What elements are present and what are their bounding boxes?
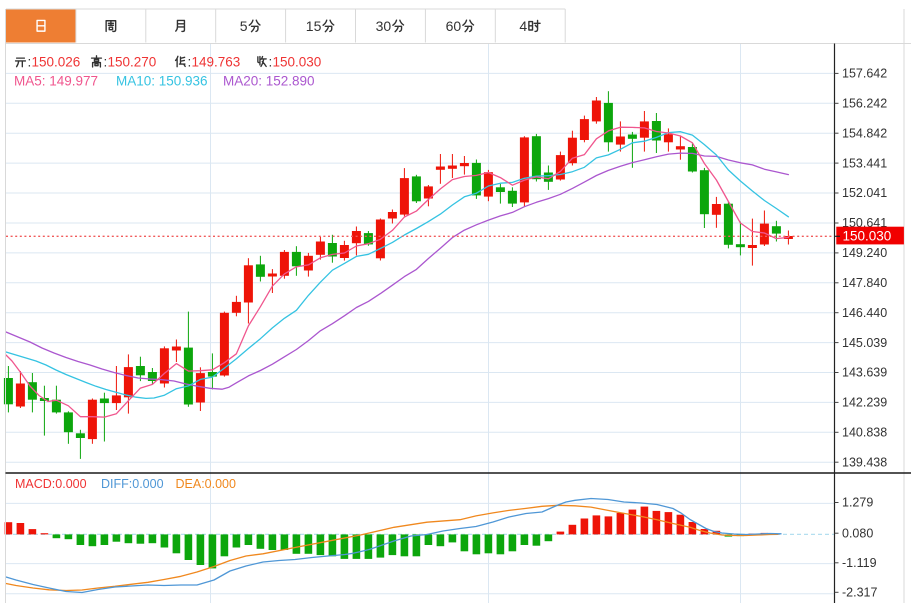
svg-text:150.270: 150.270 xyxy=(108,54,157,69)
svg-text::: : xyxy=(269,54,273,69)
svg-text:DIFF:0.000: DIFF:0.000 xyxy=(101,477,164,491)
svg-text:142.239: 142.239 xyxy=(842,396,887,410)
svg-text:147.840: 147.840 xyxy=(842,276,887,290)
svg-text:157.642: 157.642 xyxy=(842,67,887,81)
svg-text:156.242: 156.242 xyxy=(842,97,887,111)
svg-text:150.030: 150.030 xyxy=(273,54,322,69)
svg-text:139.438: 139.438 xyxy=(842,455,887,469)
svg-text:146.440: 146.440 xyxy=(842,306,887,320)
svg-text:143.639: 143.639 xyxy=(842,366,887,380)
svg-text:150.030: 150.030 xyxy=(843,229,892,244)
svg-text::: : xyxy=(188,54,192,69)
svg-text:MA20: 152.890: MA20: 152.890 xyxy=(223,73,315,88)
svg-text::: : xyxy=(104,54,108,69)
svg-text::: : xyxy=(28,54,32,69)
svg-text:1.279: 1.279 xyxy=(842,496,873,510)
svg-text:153.441: 153.441 xyxy=(842,156,887,170)
svg-text:154.842: 154.842 xyxy=(842,126,887,140)
svg-text:MACD:0.000: MACD:0.000 xyxy=(15,477,87,491)
svg-text:4: 4 xyxy=(519,18,527,34)
svg-text:MA5: 149.977: MA5: 149.977 xyxy=(14,73,98,88)
svg-text:-2.317: -2.317 xyxy=(842,586,877,600)
svg-text:5: 5 xyxy=(240,18,248,34)
svg-text:60: 60 xyxy=(446,18,462,34)
svg-text:MA10: 150.936: MA10: 150.936 xyxy=(116,73,208,88)
svg-text:15: 15 xyxy=(306,18,322,34)
svg-text:149.763: 149.763 xyxy=(192,54,241,69)
svg-text:140.838: 140.838 xyxy=(842,426,887,440)
svg-text:145.039: 145.039 xyxy=(842,336,887,350)
svg-text:149.240: 149.240 xyxy=(842,246,887,260)
svg-text:-1.119: -1.119 xyxy=(842,556,877,570)
svg-text:DEA:0.000: DEA:0.000 xyxy=(176,477,237,491)
svg-text:152.041: 152.041 xyxy=(842,186,887,200)
svg-text:30: 30 xyxy=(376,18,392,34)
svg-text:0.080: 0.080 xyxy=(842,526,873,540)
svg-text:150.026: 150.026 xyxy=(32,54,81,69)
